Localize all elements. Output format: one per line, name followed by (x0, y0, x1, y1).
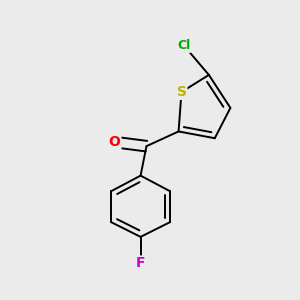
Text: S: S (176, 85, 187, 99)
Text: O: O (109, 135, 121, 149)
Text: Cl: Cl (177, 39, 190, 52)
Text: F: F (136, 256, 145, 270)
